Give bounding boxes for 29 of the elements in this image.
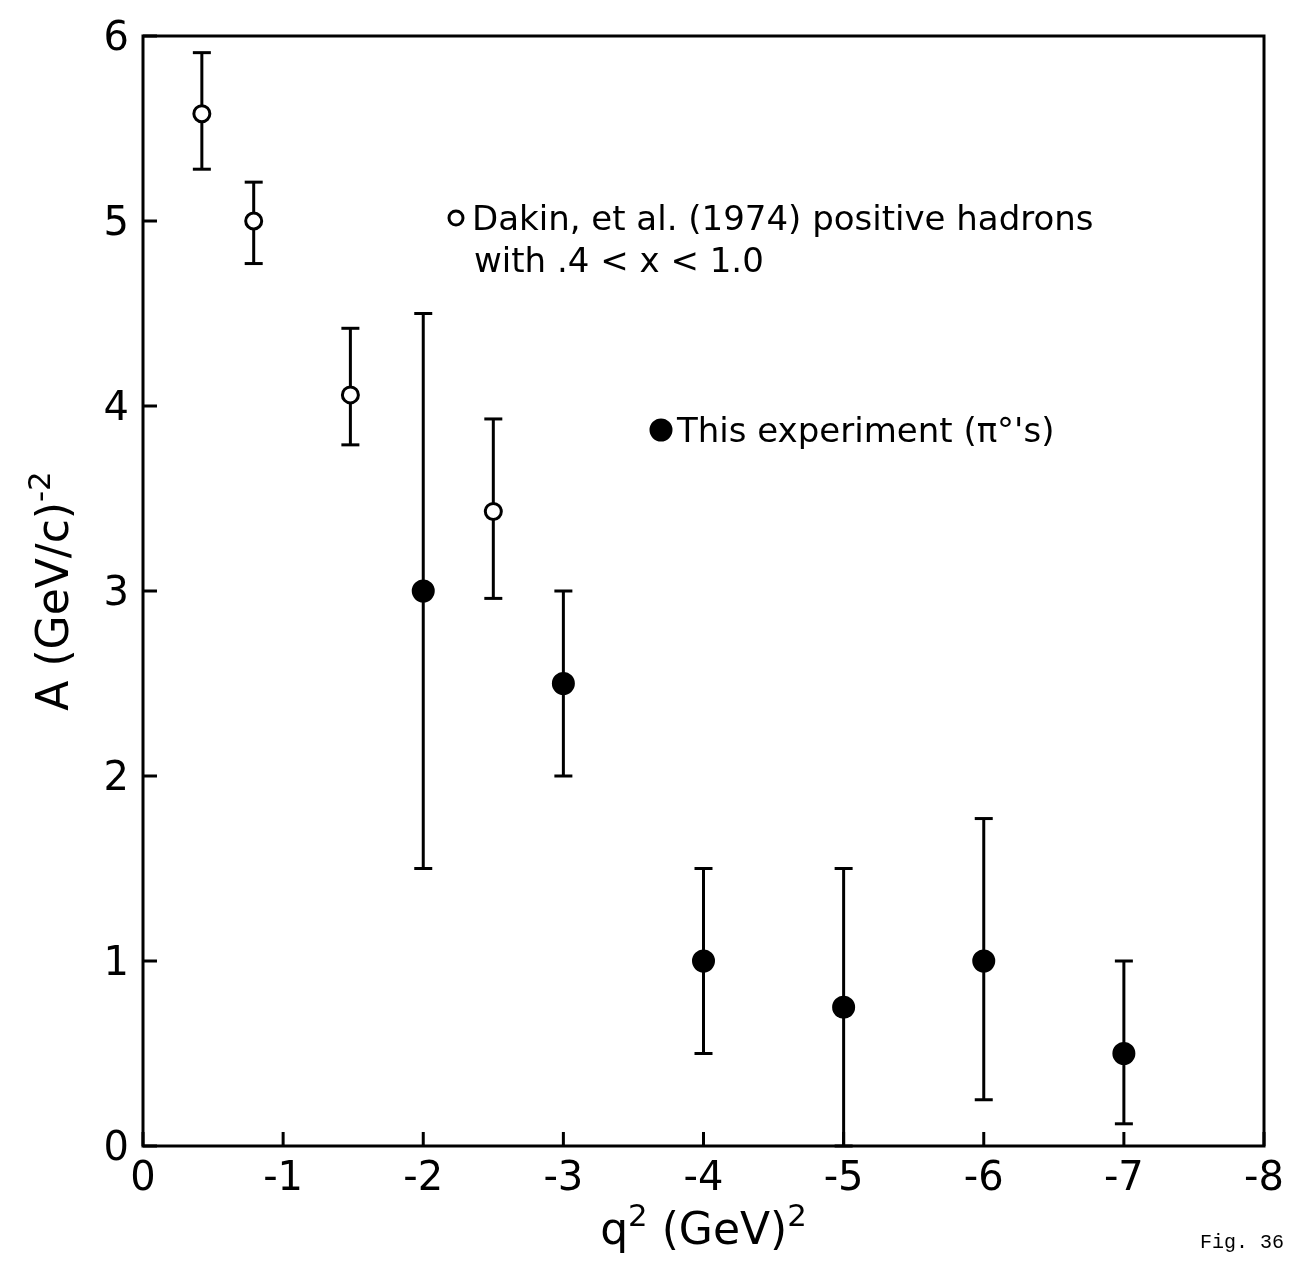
x-axis-title: q$^{2}$ (GeV)$^{2}$	[600, 1197, 807, 1254]
point	[972, 949, 996, 973]
legend-label: Dakin, et al. (1974) positive hadrons with .4 < x < 1.0	[472, 197, 1094, 281]
point	[832, 995, 856, 1019]
x-tick-label: -8	[1244, 1153, 1284, 1199]
y-tick-label: 5	[103, 198, 129, 244]
point	[411, 579, 435, 603]
point	[244, 211, 264, 231]
y-tick-label: 4	[103, 383, 129, 429]
legend-label: This experiment (π°'s)	[676, 409, 1055, 450]
x-tick-label: -3	[543, 1153, 584, 1199]
y-tick-label: 2	[103, 753, 129, 799]
y-tick-label: 3	[103, 568, 129, 614]
caption: Fig. 36	[1199, 1231, 1284, 1254]
x-tick-label: -7	[1103, 1153, 1144, 1199]
y-tick-label: 1	[103, 938, 129, 984]
x-tick-label: -5	[823, 1153, 864, 1199]
y-tick-label: 6	[103, 13, 129, 59]
point	[483, 501, 503, 521]
x-tick-label: -6	[963, 1153, 1004, 1199]
point	[692, 949, 715, 973]
x-tick-label: -2	[403, 1153, 444, 1199]
point	[1112, 1042, 1136, 1065]
y-tick-label: 0	[103, 1123, 129, 1169]
x-tick-label: -1	[263, 1153, 304, 1199]
point	[340, 385, 360, 405]
x-tick-label: -4	[683, 1153, 724, 1199]
point	[192, 104, 212, 124]
point	[551, 672, 575, 695]
